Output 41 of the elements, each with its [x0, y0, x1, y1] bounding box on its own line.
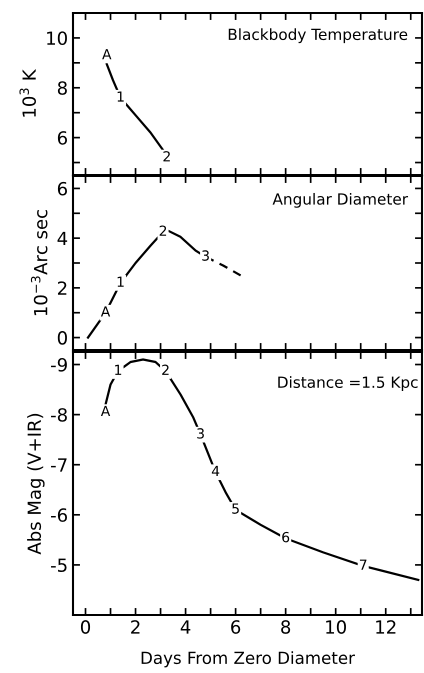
- y-axis-title: 10$^{3}$ K: [19, 69, 36, 117]
- x-tick-label: 8: [281, 620, 290, 634]
- y-tick-label: -6: [51, 508, 68, 522]
- text: Angular Diameter: [272, 192, 408, 208]
- y-tick-label: 10: [47, 31, 67, 46]
- y-tick-label: -8: [51, 408, 67, 422]
- y-tick-label: 0: [58, 331, 67, 345]
- annotation: 2: [162, 364, 169, 375]
- x-tick-label: 12: [376, 620, 396, 634]
- x-axis-title: Days From Zero Diameter: [142, 651, 355, 668]
- annotation: 4: [212, 466, 220, 476]
- x-tick-label: 6: [231, 620, 240, 634]
- y-tick-label: 2: [58, 281, 66, 295]
- annotation: 3: [197, 428, 204, 439]
- annotation: A: [100, 306, 110, 317]
- annotation: 1: [118, 276, 124, 287]
- annotation: A: [100, 406, 110, 416]
- x-tick-label: 4: [180, 620, 190, 634]
- x-tick-label: 10: [326, 620, 346, 634]
- y-tick-label: 6: [58, 182, 67, 196]
- annotation: 1: [115, 364, 122, 375]
- annotation: 5: [232, 504, 239, 514]
- y-tick-label: -7: [51, 458, 67, 472]
- y-axis-title: Abs Mag (V+IR): [27, 414, 45, 554]
- x-tick-label: 0: [80, 620, 90, 634]
- annotation: A: [102, 49, 112, 60]
- annotation: 7: [360, 560, 366, 570]
- y-tick-label: 4: [58, 232, 68, 246]
- y-tick-label: -9: [51, 358, 67, 372]
- x-tick-label: 2: [131, 620, 140, 634]
- y-tick-label: 6: [58, 131, 67, 145]
- line-series: [106, 62, 164, 152]
- annotation: 2: [160, 225, 166, 236]
- y-tick-label: -5: [51, 558, 67, 572]
- annotation: 6: [282, 532, 290, 542]
- y-tick-label: 8: [58, 81, 67, 95]
- annotation: 2: [163, 151, 170, 162]
- annotation: Distance =1.5 Kpc: [278, 376, 418, 391]
- annotation: 3: [202, 250, 209, 261]
- y-axis-title: 10$^{−3}$Arc sec: [30, 210, 48, 316]
- text: Blackbody Temperature: [228, 28, 408, 44]
